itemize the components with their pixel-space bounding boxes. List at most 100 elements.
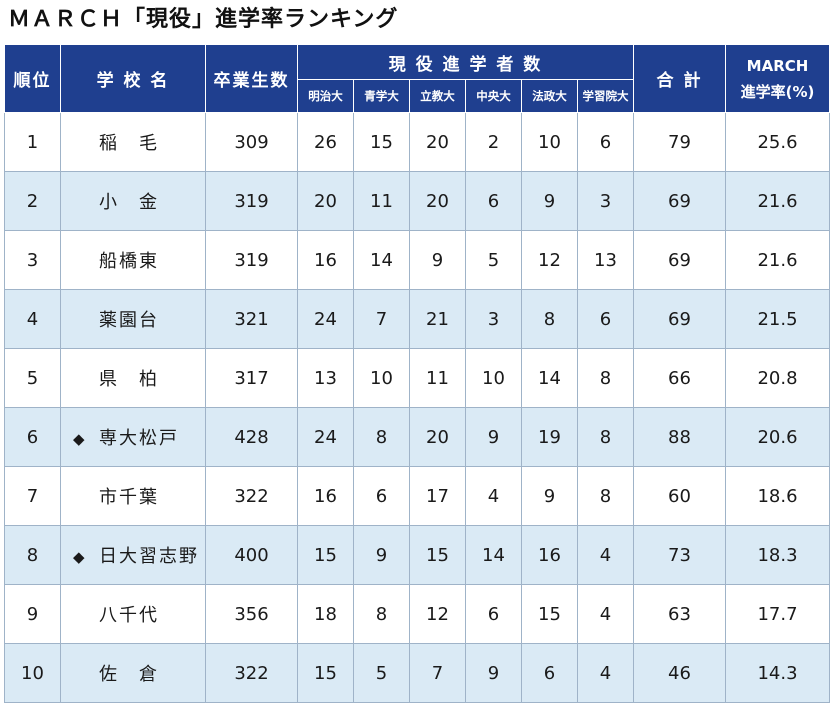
school-name: 小 金 (99, 192, 159, 213)
rank-cell: 8 (4, 525, 61, 585)
header-university: 立教大 (409, 79, 466, 113)
count-cell: 15 (521, 584, 578, 644)
rate-cell: 20.6 (725, 407, 830, 467)
count-cell: 10 (465, 348, 522, 408)
header-group: 現 役 進 学 者 数 (297, 44, 634, 80)
count-cell: 8 (521, 289, 578, 349)
count-cell: 16 (297, 466, 354, 526)
count-cell: 8 (577, 407, 634, 467)
total-cell: 69 (633, 230, 726, 290)
school-cell: 小 金 (60, 171, 206, 231)
count-cell: 7 (353, 289, 410, 349)
rank-cell: 5 (4, 348, 61, 408)
rate-cell: 17.7 (725, 584, 830, 644)
table-row: 1 稲 毛 309 26 15 20 2 10 6 79 25.6 (4, 112, 830, 172)
ranking-table: 順位 学 校 名 卒業生数 現 役 進 学 者 数 合 計 MARCH 進学率(… (4, 44, 830, 703)
table-row: 10 佐 倉 322 15 5 7 9 6 4 46 14.3 (4, 643, 830, 703)
graduates-cell: 322 (205, 643, 298, 703)
rate-cell: 21.6 (725, 171, 830, 231)
table-row: 8 ◆ 日大習志野 400 15 9 15 14 16 4 73 18.3 (4, 525, 830, 585)
school-cell: 稲 毛 (60, 112, 206, 172)
count-cell: 7 (409, 643, 466, 703)
count-cell: 15 (297, 525, 354, 585)
header-university: 学習院大 (577, 79, 634, 113)
total-cell: 73 (633, 525, 726, 585)
count-cell: 9 (521, 466, 578, 526)
count-cell: 4 (577, 584, 634, 644)
header-school: 学 校 名 (60, 44, 206, 113)
total-cell: 69 (633, 289, 726, 349)
graduates-cell: 317 (205, 348, 298, 408)
table-row: 4 薬園台 321 24 7 21 3 8 6 69 21.5 (4, 289, 830, 349)
graduates-cell: 428 (205, 407, 298, 467)
count-cell: 4 (577, 525, 634, 585)
count-cell: 9 (521, 171, 578, 231)
count-cell: 20 (409, 112, 466, 172)
total-cell: 69 (633, 171, 726, 231)
count-cell: 10 (521, 112, 578, 172)
count-cell: 17 (409, 466, 466, 526)
rank-cell: 9 (4, 584, 61, 644)
count-cell: 8 (577, 348, 634, 408)
count-cell: 18 (297, 584, 354, 644)
count-cell: 6 (521, 643, 578, 703)
school-name: 薬園台 (99, 310, 159, 331)
rate-cell: 21.5 (725, 289, 830, 349)
school-cell: 船橋東 (60, 230, 206, 290)
school-name: 県 柏 (99, 369, 159, 390)
graduates-cell: 356 (205, 584, 298, 644)
rate-cell: 18.3 (725, 525, 830, 585)
count-cell: 14 (521, 348, 578, 408)
count-cell: 2 (465, 112, 522, 172)
rank-cell: 4 (4, 289, 61, 349)
count-cell: 13 (297, 348, 354, 408)
graduates-cell: 322 (205, 466, 298, 526)
rank-cell: 10 (4, 643, 61, 703)
count-cell: 24 (297, 407, 354, 467)
school-name: 佐 倉 (99, 664, 159, 685)
rate-cell: 21.6 (725, 230, 830, 290)
count-cell: 15 (409, 525, 466, 585)
count-cell: 8 (577, 466, 634, 526)
count-cell: 19 (521, 407, 578, 467)
total-cell: 63 (633, 584, 726, 644)
count-cell: 9 (353, 525, 410, 585)
count-cell: 4 (465, 466, 522, 526)
header-university: 中央大 (465, 79, 522, 113)
count-cell: 10 (353, 348, 410, 408)
school-cell: 市千葉 (60, 466, 206, 526)
rank-cell: 3 (4, 230, 61, 290)
count-cell: 9 (409, 230, 466, 290)
count-cell: 16 (521, 525, 578, 585)
count-cell: 16 (297, 230, 354, 290)
count-cell: 15 (353, 112, 410, 172)
rate-cell: 14.3 (725, 643, 830, 703)
school-cell: 県 柏 (60, 348, 206, 408)
header-rank: 順位 (4, 44, 61, 113)
school-cell: 佐 倉 (60, 643, 206, 703)
header-university: 法政大 (521, 79, 578, 113)
count-cell: 6 (465, 584, 522, 644)
count-cell: 5 (465, 230, 522, 290)
count-cell: 6 (577, 112, 634, 172)
rate-cell: 20.8 (725, 348, 830, 408)
count-cell: 21 (409, 289, 466, 349)
count-cell: 6 (577, 289, 634, 349)
count-cell: 26 (297, 112, 354, 172)
header-rate-line2: 進学率(%) (740, 82, 815, 101)
count-cell: 9 (465, 643, 522, 703)
school-cell: 薬園台 (60, 289, 206, 349)
total-cell: 79 (633, 112, 726, 172)
school-name: 日大習志野 (99, 546, 199, 567)
table-row: 9 八千代 356 18 8 12 6 15 4 63 17.7 (4, 584, 830, 644)
count-cell: 14 (353, 230, 410, 290)
header-rate-line1: MARCH (746, 56, 809, 75)
graduates-cell: 319 (205, 171, 298, 231)
count-cell: 8 (353, 407, 410, 467)
count-cell: 6 (465, 171, 522, 231)
count-cell: 6 (353, 466, 410, 526)
count-cell: 8 (353, 584, 410, 644)
count-cell: 13 (577, 230, 634, 290)
